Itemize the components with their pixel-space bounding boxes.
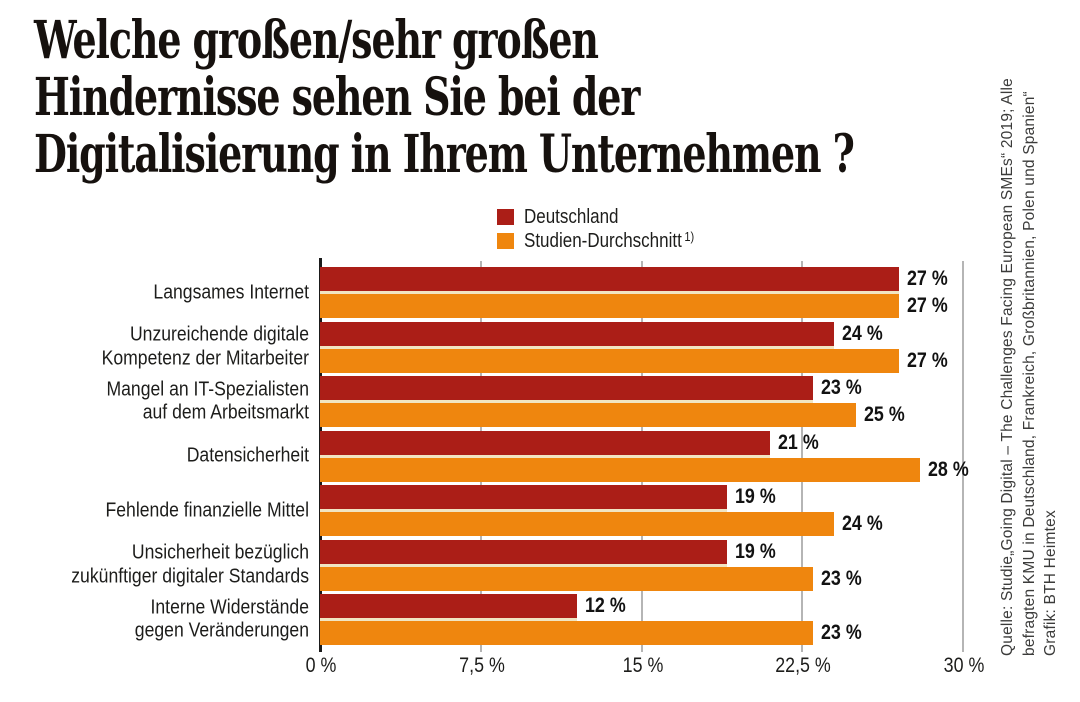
category-label: Unsicherheit bezüglich zukünftiger digita… bbox=[71, 541, 309, 588]
title-line-2: Hindernisse sehen Sie bei der bbox=[34, 67, 640, 128]
bar-separator bbox=[320, 291, 899, 294]
bar-durchschnitt bbox=[320, 566, 813, 591]
bar-value-label: 27 % bbox=[906, 267, 948, 290]
source-note: Quelle: Studie„Going Digital – The Chall… bbox=[997, 0, 1063, 656]
bar-deutschland bbox=[320, 485, 728, 510]
bar-durchschnitt bbox=[320, 403, 856, 428]
bar-value-label: 21 % bbox=[778, 430, 819, 454]
title-line-3: Digitalisierung in Ihrem Unternehmen ? bbox=[34, 124, 855, 185]
category-label: Interne Widerstände gegen Veränderungen bbox=[134, 596, 309, 642]
page-title: Welche großen/sehr großen Hindernisse se… bbox=[34, 10, 855, 185]
bar-value-label: 19 % bbox=[735, 539, 776, 563]
bar-value-label: 12 % bbox=[585, 594, 626, 618]
bar-separator bbox=[320, 563, 728, 567]
bar-separator bbox=[320, 509, 728, 513]
bar-durchschnitt bbox=[320, 621, 813, 646]
bar-value-label: 24 % bbox=[842, 321, 884, 345]
legend-item-deutschland: Deutschland bbox=[497, 205, 724, 229]
gridline bbox=[801, 261, 804, 652]
bar-separator bbox=[320, 454, 771, 458]
source-line-1: Quelle: Studie„Going Digital – The Chall… bbox=[999, 78, 1016, 656]
bar-value-label: 27 % bbox=[906, 348, 948, 372]
bar-deutschland bbox=[320, 539, 728, 564]
bar-value-label: 28 % bbox=[928, 457, 969, 481]
title-line-1: Welche großen/sehr großen bbox=[34, 10, 599, 71]
x-axis-tick-label: 0 % bbox=[305, 654, 337, 677]
legend-swatch-deutschland bbox=[497, 209, 514, 225]
source-line-3: Grafik: BTH Heimtex bbox=[1042, 510, 1059, 656]
bar-deutschland bbox=[320, 321, 835, 346]
category-label: Datensicherheit bbox=[186, 444, 309, 467]
bar-deutschland bbox=[320, 430, 771, 455]
bar-value-label: 19 % bbox=[735, 485, 776, 509]
bar-deutschland bbox=[320, 267, 899, 291]
bar-value-label: 23 % bbox=[820, 566, 862, 590]
bar-deutschland bbox=[320, 376, 813, 401]
bar-separator bbox=[320, 345, 835, 349]
bar-separator bbox=[320, 400, 813, 404]
bar-value-label: 23 % bbox=[820, 376, 862, 400]
bar-durchschnitt bbox=[320, 457, 921, 482]
legend-label-deutschland: Deutschland bbox=[524, 205, 619, 228]
x-axis-tick-label: 30 % bbox=[943, 654, 985, 677]
x-axis-tick-label: 7,5 % bbox=[458, 654, 505, 677]
chart-legend: Deutschland Studien-Durchschnitt 1) bbox=[497, 205, 724, 253]
bar-separator bbox=[320, 618, 578, 622]
footnote-marker: 1) bbox=[684, 229, 695, 244]
bar-value-label: 25 % bbox=[863, 403, 905, 427]
bar-durchschnitt bbox=[320, 348, 899, 373]
category-label: Mangel an IT-Spezialisten auf dem Arbeits… bbox=[106, 378, 310, 424]
legend-item-durchschnitt: Studien-Durchschnitt 1) bbox=[497, 229, 724, 253]
gridline bbox=[962, 261, 964, 652]
bar-deutschland bbox=[320, 594, 578, 619]
category-label: Unzureichende digitale Kompetenz der Mita… bbox=[101, 323, 309, 370]
bar-value-label: 23 % bbox=[820, 621, 862, 645]
category-label: Langsames Internet bbox=[153, 280, 309, 303]
bar-durchschnitt bbox=[320, 294, 899, 318]
source-line-2: befragten KMU in Deutschland, Frankreich… bbox=[1020, 91, 1038, 656]
legend-swatch-durchschnitt bbox=[497, 233, 514, 249]
category-label: Fehlende finanzielle Mittel bbox=[105, 498, 309, 521]
x-axis-tick-label: 15 % bbox=[622, 654, 663, 677]
legend-label-text: Studien-Durchschnitt bbox=[524, 230, 682, 252]
legend-label-durchschnitt: Studien-Durchschnitt 1) bbox=[524, 229, 694, 253]
bar-value-label: 27 % bbox=[906, 294, 948, 317]
bar-value-label: 24 % bbox=[842, 512, 884, 536]
bar-durchschnitt bbox=[320, 512, 835, 537]
x-axis-tick-label: 22,5 % bbox=[775, 654, 832, 677]
